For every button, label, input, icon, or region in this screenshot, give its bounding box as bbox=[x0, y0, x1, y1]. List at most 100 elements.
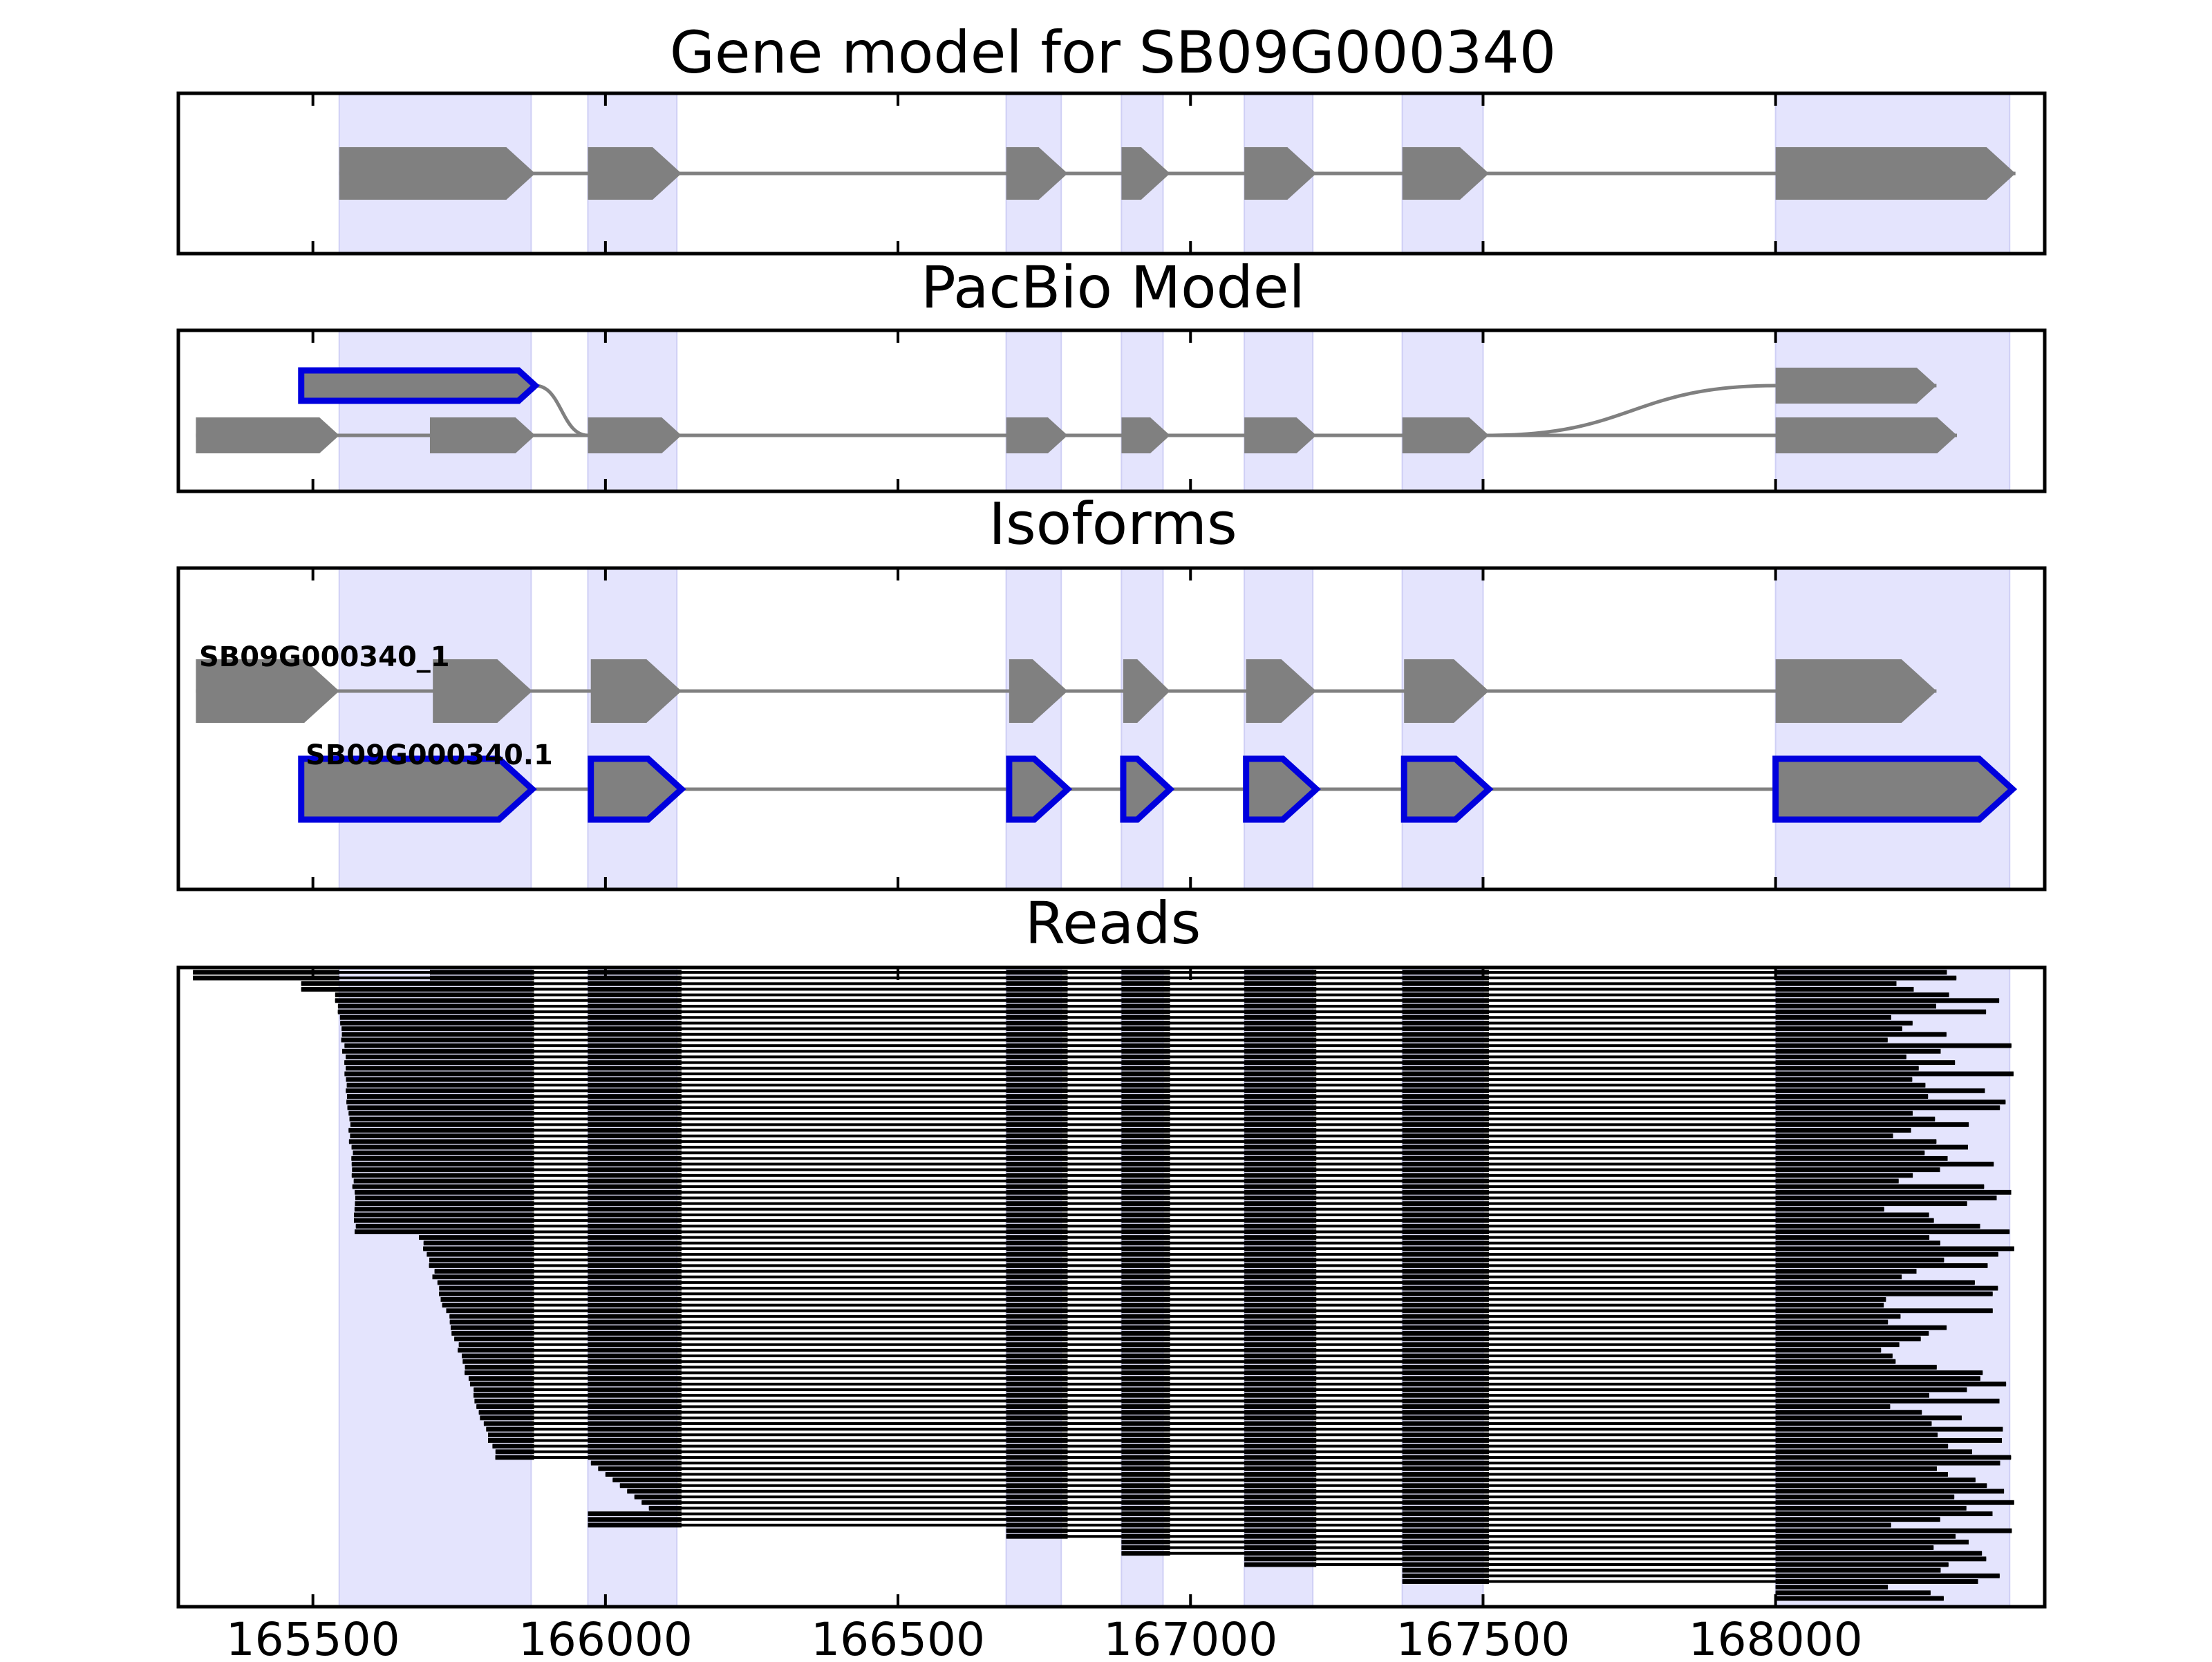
read-72-block-1 bbox=[465, 1370, 534, 1375]
read-82-block-5 bbox=[1244, 1426, 1317, 1432]
read-37-block-5 bbox=[1244, 1173, 1317, 1178]
read-63-block-4 bbox=[1121, 1319, 1170, 1325]
read-30-block-2 bbox=[588, 1133, 682, 1139]
read-55-block-5 bbox=[1244, 1274, 1317, 1280]
read-99-block-6 bbox=[1775, 1522, 1891, 1528]
read-45-block-7 bbox=[1775, 1218, 1934, 1223]
read-94-block-6 bbox=[1775, 1494, 1955, 1500]
read-24-block-7 bbox=[1775, 1099, 2006, 1105]
read-20-block-6 bbox=[1402, 1077, 1489, 1082]
read-82-block-6 bbox=[1402, 1426, 1489, 1432]
read-16-block-3 bbox=[1006, 1055, 1068, 1059]
read-65-block-7 bbox=[1775, 1330, 1929, 1336]
read-49-block-2 bbox=[588, 1240, 682, 1246]
read-23-block-1 bbox=[346, 1094, 534, 1099]
gene-model-track bbox=[339, 147, 2016, 200]
read-53-block-7 bbox=[1775, 1263, 1988, 1268]
read-33-block-6 bbox=[1402, 1150, 1489, 1155]
read-50-block-2 bbox=[588, 1246, 682, 1252]
pacbio-track-main-exon-7 bbox=[1402, 417, 1489, 453]
read-27-block-7 bbox=[1775, 1116, 1936, 1122]
read-11-block-6 bbox=[1402, 1026, 1489, 1032]
isoform-2-exon-4 bbox=[1120, 755, 1175, 823]
read-60-block-1 bbox=[442, 1303, 534, 1307]
read-49-block-1 bbox=[423, 1240, 534, 1246]
panel-title-gene-model: Gene model for SB09G000340 bbox=[670, 19, 1556, 86]
read-89-block-3 bbox=[1121, 1466, 1170, 1471]
read-62-block-1 bbox=[449, 1314, 534, 1319]
isoform-2-exon-6 bbox=[1400, 755, 1494, 823]
read-28-block-7 bbox=[1775, 1122, 1969, 1127]
read-1-block-5 bbox=[1121, 970, 1170, 975]
read-50-block-5 bbox=[1244, 1246, 1317, 1252]
read-15-block-2 bbox=[588, 1048, 682, 1054]
read-30-block-7 bbox=[1775, 1133, 1893, 1139]
read-7-block-1 bbox=[337, 1003, 534, 1009]
read-31-block-1 bbox=[348, 1139, 534, 1144]
read-82-block-7 bbox=[1775, 1426, 2003, 1432]
read-32-block-1 bbox=[351, 1144, 534, 1150]
read-23-block-2 bbox=[588, 1094, 682, 1099]
read-56-block-1 bbox=[437, 1280, 534, 1285]
read-52-block-6 bbox=[1402, 1257, 1489, 1263]
gene-model-exon-4 bbox=[1121, 147, 1170, 200]
read-41-block-7 bbox=[1775, 1196, 1997, 1200]
read-26-block-7 bbox=[1775, 1111, 1913, 1116]
read-17-block-5 bbox=[1244, 1060, 1317, 1066]
read-68-block-7 bbox=[1775, 1348, 1882, 1353]
isoform-label-1: SB09G000340_1 bbox=[199, 641, 450, 673]
read-98-block-4 bbox=[1244, 1517, 1317, 1522]
read-98-block-2 bbox=[1006, 1517, 1068, 1522]
isoform-1-exon-4 bbox=[1009, 659, 1068, 723]
read-87-block-4 bbox=[1121, 1455, 1170, 1460]
read-23-block-6 bbox=[1402, 1094, 1489, 1099]
read-88-block-5 bbox=[1402, 1460, 1489, 1466]
read-42-block-1 bbox=[355, 1201, 534, 1207]
read-91-block-5 bbox=[1402, 1477, 1489, 1483]
read-29-block-4 bbox=[1121, 1128, 1170, 1133]
read-4-block-4 bbox=[1121, 987, 1170, 992]
read-34-block-4 bbox=[1121, 1155, 1170, 1161]
read-97-block-6 bbox=[1775, 1511, 1993, 1516]
read-98-block-3 bbox=[1121, 1517, 1170, 1522]
read-27-block-5 bbox=[1244, 1116, 1317, 1122]
read-19-block-1 bbox=[344, 1071, 534, 1077]
read-40-block-4 bbox=[1121, 1189, 1170, 1195]
read-38-block-3 bbox=[1006, 1178, 1068, 1184]
read-99-block-1 bbox=[588, 1522, 682, 1528]
read-21-block-3 bbox=[1006, 1082, 1068, 1088]
read-12-block-3 bbox=[1006, 1032, 1068, 1037]
read-44-block-6 bbox=[1402, 1212, 1489, 1218]
read-43-block-1 bbox=[354, 1207, 534, 1212]
read-5-block-5 bbox=[1244, 992, 1317, 998]
pacbio-track-upper-end-exon-1 bbox=[1775, 368, 1937, 404]
read-35-block-4 bbox=[1121, 1162, 1170, 1167]
x-tick-label-167000: 167000 bbox=[1103, 1613, 1277, 1659]
read-3-block-6 bbox=[1402, 981, 1489, 986]
read-85-block-2 bbox=[588, 1444, 682, 1449]
read-67-block-5 bbox=[1244, 1342, 1317, 1348]
read-92-block-4 bbox=[1244, 1483, 1317, 1489]
read-56-block-2 bbox=[588, 1280, 682, 1285]
read-81-block-1 bbox=[483, 1421, 534, 1426]
panel-3-shade-3 bbox=[1005, 567, 1062, 890]
read-80-block-5 bbox=[1244, 1415, 1317, 1421]
read-104-block-1 bbox=[1121, 1551, 1170, 1556]
read-75-block-3 bbox=[1006, 1387, 1068, 1392]
read-26-block-4 bbox=[1121, 1111, 1170, 1116]
panel-3-frame bbox=[176, 566, 2047, 891]
read-3-block-1 bbox=[301, 981, 534, 986]
read-28-block-5 bbox=[1244, 1122, 1317, 1127]
read-54-block-4 bbox=[1121, 1269, 1170, 1274]
read-79-block-3 bbox=[1006, 1410, 1068, 1415]
read-66-block-5 bbox=[1244, 1337, 1317, 1341]
read-29-block-5 bbox=[1244, 1128, 1317, 1133]
read-105-block-3 bbox=[1775, 1556, 1987, 1562]
read-4-block-2 bbox=[588, 987, 682, 992]
read-51-block-1 bbox=[427, 1252, 534, 1257]
panel-2-shade-4 bbox=[1121, 330, 1164, 492]
read-59-block-1 bbox=[440, 1296, 534, 1302]
read-35-block-5 bbox=[1244, 1162, 1317, 1167]
read-24-block-4 bbox=[1121, 1099, 1170, 1105]
read-40-block-3 bbox=[1006, 1189, 1068, 1195]
